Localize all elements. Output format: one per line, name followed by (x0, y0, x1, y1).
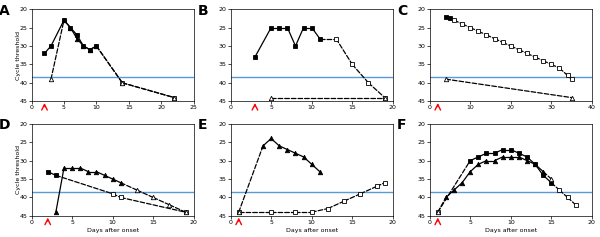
Text: B: B (198, 4, 209, 18)
Y-axis label: Cycle threshold: Cycle threshold (16, 145, 20, 194)
Text: A: A (0, 4, 10, 18)
X-axis label: Days after onset: Days after onset (485, 228, 537, 233)
Y-axis label: Cycle threshold: Cycle threshold (16, 31, 20, 80)
X-axis label: Days after onset: Days after onset (286, 228, 338, 233)
Text: F: F (397, 118, 407, 132)
Text: E: E (198, 118, 208, 132)
Text: C: C (397, 4, 407, 18)
X-axis label: Days after onset: Days after onset (86, 228, 139, 233)
Text: D: D (0, 118, 11, 132)
